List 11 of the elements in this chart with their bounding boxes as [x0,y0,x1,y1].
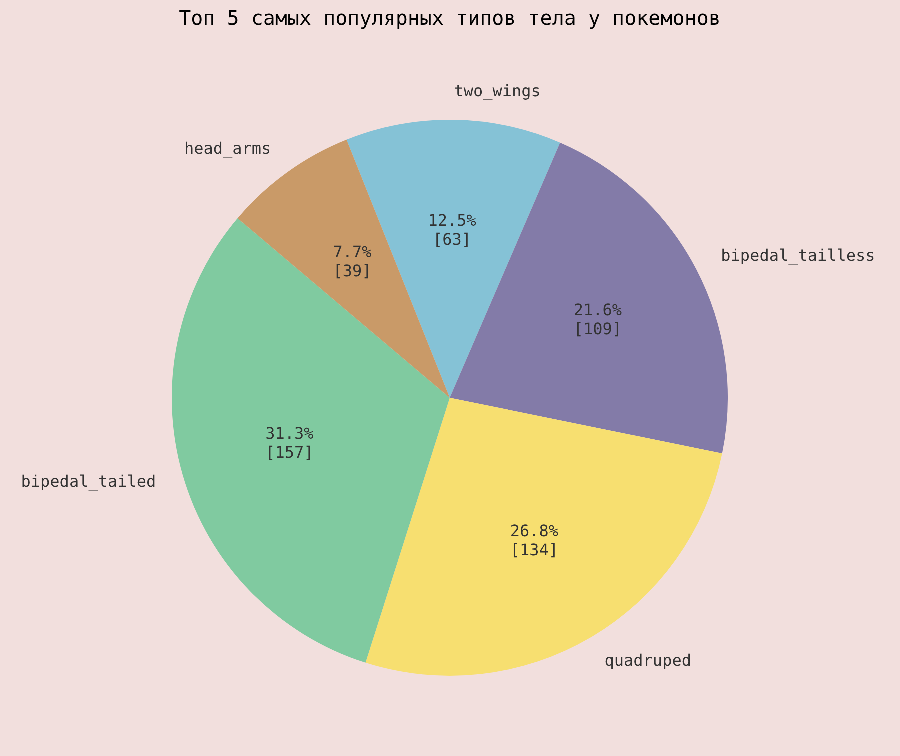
slice-label: bipedal_tailed [21,472,156,491]
slice-label: two_wings [454,81,541,100]
slice-label: head_arms [184,139,272,158]
data-label: 21.6% [109] [574,300,622,339]
chart-title: Топ 5 самых популярных типов тела у покемонов [179,6,721,30]
data-label: 12.5% [63] [428,210,477,249]
data-label: 7.7% [39] [333,242,372,280]
slice-label: bipedal_tailless [721,246,876,265]
data-label: 26.8% [134] [510,522,559,560]
slice-label: quadruped [604,650,692,670]
data-label: 31.3% [157] [266,424,314,462]
